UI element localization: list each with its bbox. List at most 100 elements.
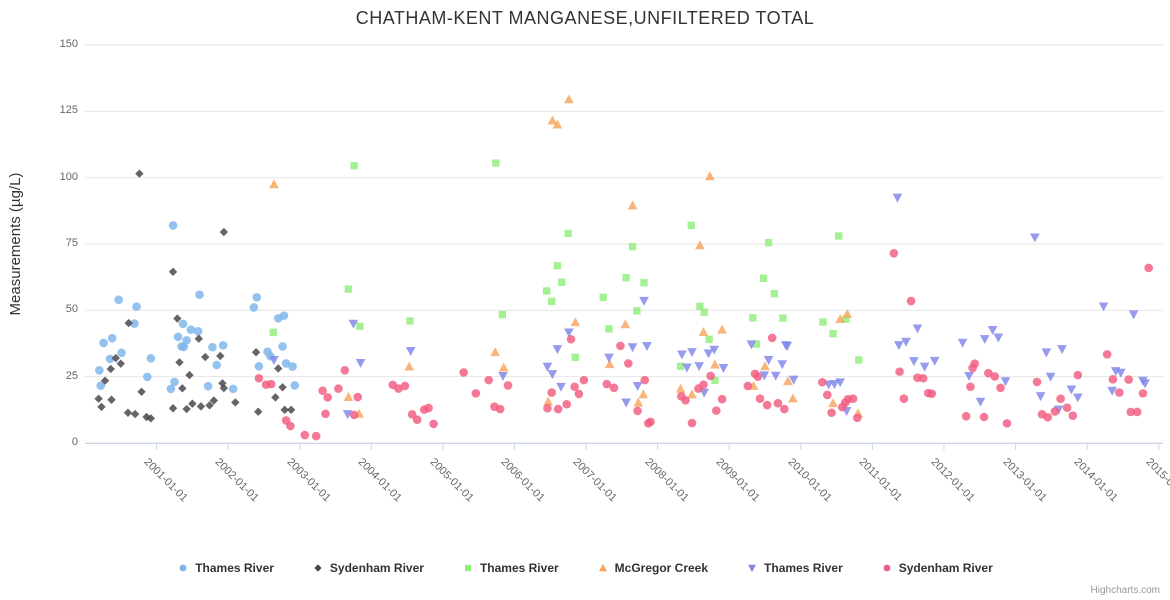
data-point[interactable] [1107, 386, 1118, 396]
data-point[interactable] [196, 402, 206, 411]
data-point[interactable] [682, 363, 692, 373]
data-point[interactable] [490, 347, 500, 357]
data-point[interactable] [116, 359, 125, 368]
data-point[interactable] [1115, 388, 1124, 397]
data-point[interactable] [616, 341, 625, 351]
data-point[interactable] [194, 334, 204, 343]
data-point[interactable] [146, 354, 156, 363]
data-point[interactable] [1124, 375, 1133, 384]
data-point[interactable] [755, 394, 765, 403]
data-point[interactable] [429, 419, 438, 429]
data-point[interactable] [996, 383, 1005, 393]
data-point[interactable] [564, 328, 574, 338]
data-point[interactable] [918, 373, 928, 383]
data-point[interactable] [353, 392, 363, 402]
data-point[interactable] [547, 115, 558, 125]
data-point[interactable] [135, 169, 144, 178]
data-point[interactable] [281, 359, 291, 368]
data-point[interactable] [542, 362, 553, 372]
data-point[interactable] [142, 372, 152, 382]
data-point[interactable] [1140, 379, 1150, 389]
data-point[interactable] [829, 330, 837, 338]
data-point[interactable] [318, 386, 327, 396]
data-point[interactable] [712, 406, 721, 415]
data-point[interactable] [132, 302, 141, 311]
data-point[interactable] [642, 341, 652, 351]
data-point[interactable] [564, 94, 574, 104]
data-point[interactable] [124, 318, 133, 328]
data-point[interactable] [252, 293, 262, 302]
data-point[interactable] [842, 308, 853, 318]
data-point[interactable] [1102, 350, 1112, 359]
data-point[interactable] [552, 119, 563, 129]
data-point[interactable] [342, 410, 353, 420]
data-point[interactable] [1057, 345, 1067, 355]
data-point[interactable] [288, 362, 297, 371]
data-point[interactable] [170, 377, 179, 387]
data-point[interactable] [822, 390, 832, 400]
data-point[interactable] [705, 171, 715, 181]
data-point[interactable] [632, 382, 643, 392]
data-point[interactable] [543, 396, 553, 406]
data-point[interactable] [178, 384, 187, 393]
data-point[interactable] [622, 274, 630, 282]
data-point[interactable] [764, 238, 773, 247]
data-point[interactable] [1045, 372, 1056, 382]
data-point[interactable] [553, 262, 562, 270]
data-point[interactable] [249, 303, 259, 312]
data-point[interactable] [543, 403, 552, 413]
data-point[interactable] [205, 401, 214, 410]
data-point[interactable] [1041, 348, 1052, 358]
data-point[interactable] [344, 285, 353, 293]
data-point[interactable] [290, 381, 300, 390]
data-point[interactable] [906, 296, 916, 306]
data-point[interactable] [188, 399, 197, 408]
data-point[interactable] [703, 349, 714, 359]
data-point[interactable] [400, 381, 410, 391]
data-point[interactable] [919, 362, 930, 372]
data-point[interactable] [97, 402, 106, 412]
data-point[interactable] [552, 345, 563, 355]
legend-item-2[interactable]: Thames River [462, 561, 559, 575]
data-point[interactable] [749, 314, 757, 322]
data-point[interactable] [547, 370, 558, 380]
data-point[interactable] [909, 357, 919, 367]
data-point[interactable] [835, 232, 843, 240]
data-point[interactable] [889, 248, 899, 258]
data-point[interactable] [987, 326, 998, 336]
data-point[interactable] [130, 409, 140, 419]
data-point[interactable] [1056, 394, 1065, 403]
data-point[interactable] [895, 367, 904, 376]
data-point[interactable] [709, 345, 720, 355]
data-point[interactable] [556, 382, 566, 392]
data-point[interactable] [964, 371, 974, 381]
data-point[interactable] [168, 404, 178, 413]
data-point[interactable] [718, 364, 729, 373]
data-point[interactable] [633, 397, 644, 407]
data-point[interactable] [95, 365, 104, 375]
data-point[interactable] [175, 358, 184, 367]
data-point[interactable] [788, 393, 798, 403]
legend-item-5[interactable]: Sydenham River [881, 561, 993, 575]
data-point[interactable] [993, 333, 1004, 343]
data-point[interactable] [853, 413, 862, 423]
data-point[interactable] [970, 359, 980, 368]
data-point[interactable] [254, 362, 264, 371]
data-point[interactable] [279, 311, 289, 320]
data-point[interactable] [311, 431, 321, 441]
data-point[interactable] [984, 368, 993, 378]
data-point[interactable] [1073, 370, 1083, 380]
data-point[interactable] [899, 394, 909, 403]
legend-item-4[interactable]: Thames River [746, 561, 843, 575]
data-point[interactable] [355, 358, 366, 368]
data-point[interactable] [835, 378, 846, 388]
data-point[interactable] [687, 389, 697, 399]
data-point[interactable] [471, 389, 481, 398]
data-point[interactable] [266, 379, 276, 389]
data-point[interactable] [827, 408, 836, 418]
data-point[interactable] [760, 361, 770, 371]
data-point[interactable] [498, 371, 508, 381]
data-point[interactable] [269, 179, 279, 189]
data-point[interactable] [819, 318, 827, 326]
data-point[interactable] [179, 342, 189, 352]
